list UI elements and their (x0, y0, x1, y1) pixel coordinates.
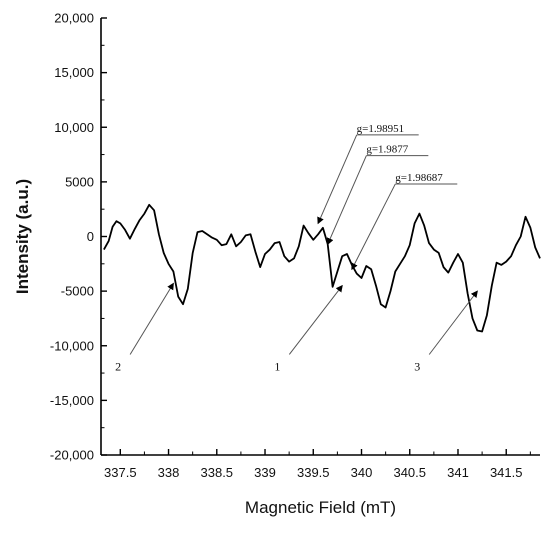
g-value-arrow (326, 155, 367, 246)
x-tick-label: 338 (158, 465, 180, 480)
annotations: g=1.98951 g=1.9877 g=1.98687 2 1 3 (115, 123, 478, 373)
g-value-arrow (317, 134, 358, 225)
x-tick-label: 338.5 (201, 465, 234, 480)
x-axis: 337.5 338 338.5 339 339.5 340 340.5 341 341.5 (101, 449, 540, 480)
x-axis-title: Magnetic Field (mT) (245, 498, 396, 517)
x-tick-label: 341.5 (490, 465, 523, 480)
y-tick-label: 20,000 (54, 11, 94, 26)
y-axis: 20,000 15,000 10,000 5000 0 -5000 -10,000 -15,0… (50, 11, 107, 463)
y-axis-title: Intensity (a.u.) (13, 179, 32, 294)
g-value-label: g=1.9877 (366, 144, 408, 156)
plot-area (103, 203, 541, 333)
spectrum-line (103, 203, 541, 333)
x-tick-label: 337.5 (104, 465, 137, 480)
x-tick-label: 339.5 (297, 465, 330, 480)
g-value-arrow (351, 183, 396, 271)
peak-number-label: 3 (414, 359, 420, 373)
x-tick-label: 339 (254, 465, 276, 480)
y-tick-label: -20,000 (50, 448, 94, 463)
x-tick-label: 340.5 (393, 465, 426, 480)
y-tick-label: -5000 (61, 284, 94, 299)
peak-number-label: 2 (115, 359, 121, 373)
x-tick-label: 341 (447, 465, 469, 480)
y-tick-label: 10,000 (54, 120, 94, 135)
g-value-label: g=1.98687 (395, 172, 443, 184)
peak-number-label: 1 (274, 359, 280, 373)
y-tick-label: -10,000 (50, 338, 94, 353)
peak-arrow (428, 290, 478, 355)
x-tick-label: 340 (351, 465, 373, 480)
y-tick-label: 0 (87, 229, 94, 244)
g-value-label: g=1.98951 (357, 123, 404, 135)
y-tick-label: 5000 (65, 174, 94, 189)
y-tick-label: -15,000 (50, 393, 94, 408)
peak-arrow (129, 282, 174, 355)
y-tick-label: 15,000 (54, 65, 94, 80)
peak-arrow (288, 284, 343, 355)
